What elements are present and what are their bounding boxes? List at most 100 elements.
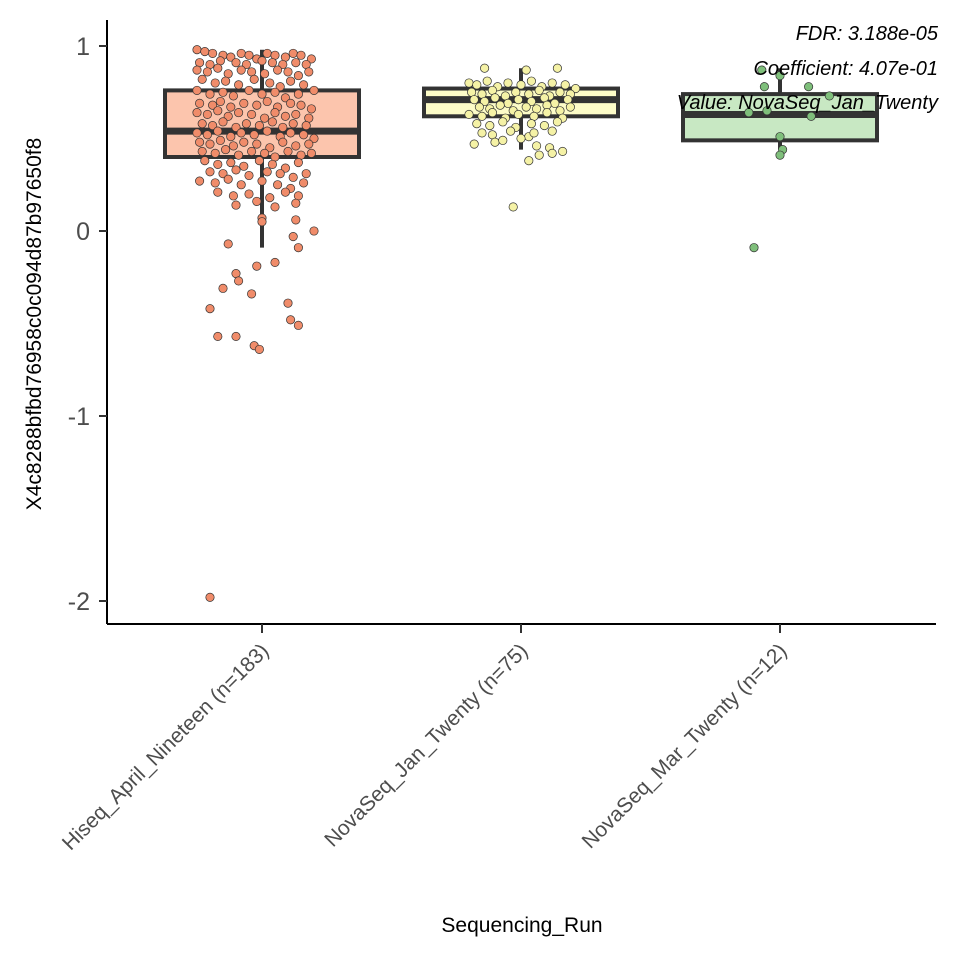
data-point (231, 331, 241, 341)
data-point (273, 65, 283, 75)
data-point (506, 126, 516, 136)
data-point (213, 106, 223, 116)
data-point (273, 180, 283, 190)
data-point (293, 320, 303, 330)
data-point (286, 128, 296, 138)
data-point (205, 89, 215, 99)
data-point (267, 117, 277, 127)
data-point (234, 80, 244, 90)
data-point (257, 89, 267, 99)
data-point (293, 71, 303, 81)
annotation-fdr: FDR: 3.188e-05 (796, 23, 939, 45)
data-point (200, 156, 210, 166)
data-point (226, 158, 236, 168)
data-point (304, 67, 314, 77)
data-point (192, 45, 202, 55)
data-point (275, 82, 285, 92)
data-point (309, 226, 319, 236)
data-point (526, 76, 536, 86)
data-point (482, 76, 492, 86)
data-point (516, 133, 526, 144)
data-point (270, 108, 280, 118)
data-point (749, 243, 759, 253)
data-point (249, 130, 259, 140)
data-point (278, 122, 288, 132)
data-point (293, 243, 303, 253)
data-point (205, 592, 215, 602)
data-point (195, 98, 205, 108)
data-point (513, 109, 523, 119)
data-point (208, 100, 218, 110)
data-point (244, 189, 254, 199)
data-point (252, 139, 262, 149)
data-point (213, 159, 223, 169)
data-point (195, 137, 205, 147)
data-point (547, 126, 557, 136)
data-point (197, 119, 207, 129)
data-point (231, 122, 241, 132)
annotation-value: Value: NovaSeq_Jan_Twenty (677, 92, 939, 114)
data-point (477, 111, 487, 121)
data-point (215, 135, 225, 145)
data-point (280, 111, 290, 121)
data-point (231, 165, 241, 175)
data-point (299, 130, 309, 140)
x-tick-label: NovaSeq_Jan_Twenty (n=75) (320, 639, 532, 851)
data-point (241, 59, 251, 70)
data-point (498, 117, 508, 127)
data-point (262, 167, 272, 177)
data-point (521, 102, 531, 112)
data-point (291, 58, 301, 68)
data-point (550, 98, 560, 108)
data-point (291, 141, 301, 151)
data-point (480, 96, 490, 107)
data-point (244, 50, 254, 60)
data-point (208, 121, 218, 131)
data-point (565, 102, 575, 112)
data-point (301, 121, 311, 131)
data-point (296, 100, 306, 110)
data-point (558, 146, 568, 156)
data-point (205, 167, 215, 177)
data-point (278, 137, 288, 147)
data-point (529, 128, 539, 138)
data-point (247, 109, 257, 119)
data-point (526, 96, 536, 107)
data-point (508, 202, 518, 212)
data-point (539, 121, 549, 131)
data-point (283, 298, 293, 308)
data-point (521, 65, 531, 75)
data-point (192, 65, 202, 75)
data-point (213, 63, 223, 73)
data-point (213, 126, 223, 136)
data-point (234, 108, 244, 118)
data-point (265, 193, 275, 203)
data-point (759, 82, 769, 92)
data-point (192, 108, 202, 118)
data-point (213, 331, 223, 341)
data-point (526, 119, 536, 129)
data-point (762, 106, 772, 116)
data-point (472, 119, 482, 129)
data-point (197, 74, 207, 84)
data-point (262, 96, 272, 107)
data-point (498, 135, 508, 145)
data-point (223, 174, 233, 184)
x-axis-title: Sequencing_Run (441, 914, 602, 937)
annotation-coefficient: Coefficient: 4.07e-01 (753, 58, 938, 80)
data-point (824, 91, 834, 101)
data-point (202, 67, 212, 77)
data-point (487, 108, 497, 118)
data-point (262, 48, 272, 58)
data-point (205, 304, 215, 314)
data-point (260, 148, 270, 158)
y-tick-label: -1 (68, 403, 90, 431)
data-point (477, 128, 487, 138)
data-point (202, 109, 212, 119)
data-point (195, 176, 205, 186)
data-point (495, 100, 505, 110)
data-point (524, 156, 534, 166)
data-point (485, 121, 495, 131)
data-point (555, 87, 565, 97)
